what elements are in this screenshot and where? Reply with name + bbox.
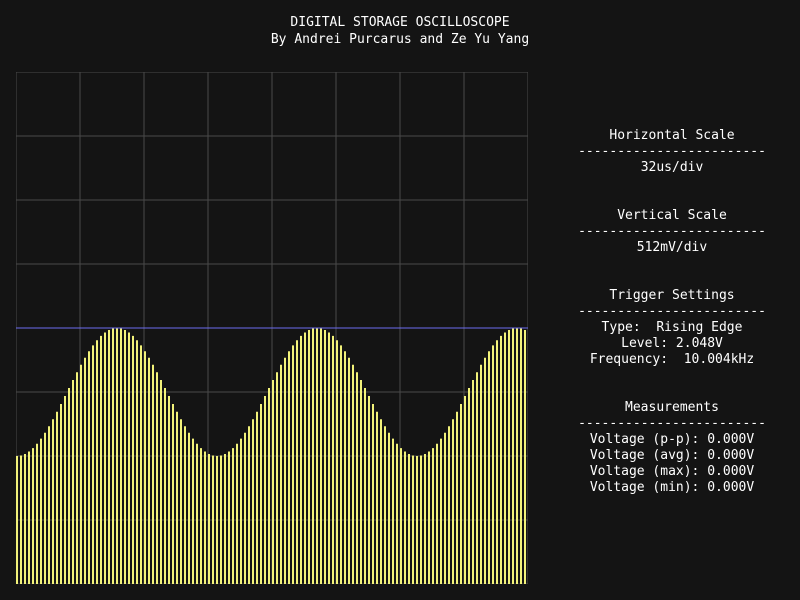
measurement-vmin: Voltage (min): 0.000V <box>589 480 755 495</box>
waveform-trace <box>16 328 526 584</box>
vertical-scale-heading: Vertical Scale <box>617 208 727 223</box>
trigger-settings-heading: Trigger Settings <box>609 288 735 303</box>
measurements-heading: Measurements <box>625 400 719 415</box>
section-divider: ------------------------ <box>578 416 766 431</box>
section-divider: ------------------------ <box>578 144 766 159</box>
title-block: DIGITAL STORAGE OSCILLOSCOPE By Andrei P… <box>0 14 800 48</box>
measurement-vavg: Voltage (avg): 0.000V <box>589 448 755 463</box>
vertical-scale-section: Vertical Scale ------------------------ … <box>560 208 784 256</box>
trigger-level: Level: 2.048V <box>621 336 723 351</box>
trigger-frequency: Frequency: 10.004kHz <box>589 352 755 367</box>
app-subtitle: By Andrei Purcarus and Ze Yu Yang <box>270 32 530 47</box>
section-divider: ------------------------ <box>578 224 766 239</box>
trigger-type: Type: Rising Edge <box>601 320 743 335</box>
vertical-scale-value: 512mV/div <box>636 240 708 255</box>
oscilloscope-screen <box>16 72 528 584</box>
measurements-section: Measurements ------------------------ Vo… <box>560 400 784 496</box>
section-divider: ------------------------ <box>578 304 766 319</box>
trigger-settings-section: Trigger Settings -----------------------… <box>560 288 784 368</box>
horizontal-scale-heading: Horizontal Scale <box>609 128 735 143</box>
horizontal-scale-section: Horizontal Scale -----------------------… <box>560 128 784 176</box>
measurement-vmax: Voltage (max): 0.000V <box>589 464 755 479</box>
app-title: DIGITAL STORAGE OSCILLOSCOPE <box>290 15 510 30</box>
horizontal-scale-value: 32us/div <box>640 160 704 175</box>
measurement-vpp: Voltage (p-p): 0.000V <box>589 432 755 447</box>
